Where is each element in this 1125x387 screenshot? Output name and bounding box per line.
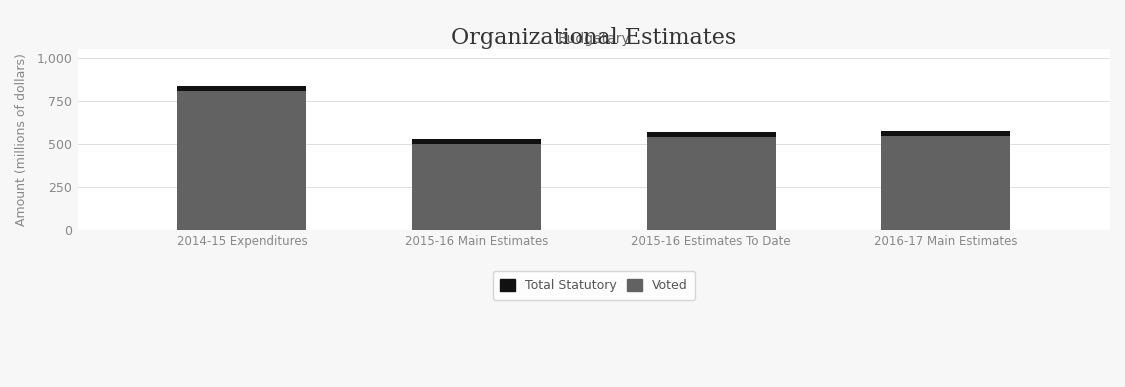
Bar — [647, 132, 776, 137]
Bar — [178, 86, 306, 91]
Bar — [881, 136, 1010, 230]
Text: Budgetary: Budgetary — [558, 32, 630, 46]
Bar — [647, 137, 776, 230]
Bar — [412, 144, 541, 230]
Bar — [412, 139, 541, 144]
Bar — [178, 91, 306, 230]
Title: Organizational Estimates: Organizational Estimates — [451, 27, 737, 49]
Bar — [881, 130, 1010, 136]
Y-axis label: Amount (millions of dollars): Amount (millions of dollars) — [15, 53, 28, 226]
Legend: Total Statutory, Voted: Total Statutory, Voted — [493, 271, 695, 300]
